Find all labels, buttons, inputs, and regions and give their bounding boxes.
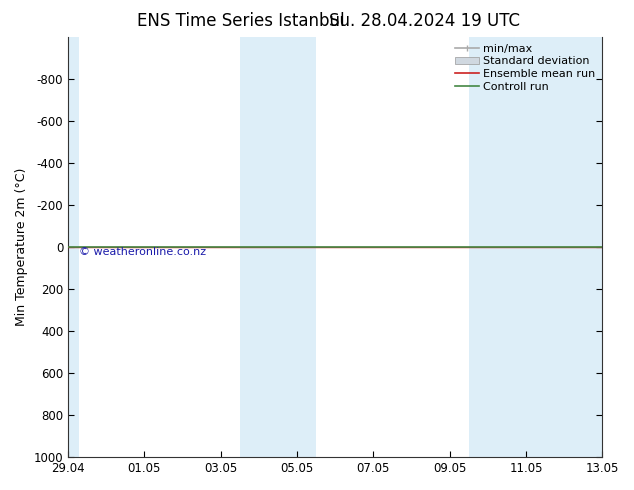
Bar	[507, 37, 602, 457]
Bar	[240, 37, 278, 457]
Text: Su. 28.04.2024 19 UTC: Su. 28.04.2024 19 UTC	[329, 12, 521, 30]
Bar	[278, 37, 316, 457]
Y-axis label: Min Temperature 2m (°C): Min Temperature 2m (°C)	[15, 168, 28, 326]
Legend: min/max, Standard deviation, Ensemble mean run, Controll run: min/max, Standard deviation, Ensemble me…	[450, 39, 600, 97]
Bar	[469, 37, 507, 457]
Text: © weatheronline.co.nz: © weatheronline.co.nz	[79, 247, 206, 257]
Text: ENS Time Series Istanbul: ENS Time Series Istanbul	[137, 12, 345, 30]
Bar	[68, 37, 79, 457]
